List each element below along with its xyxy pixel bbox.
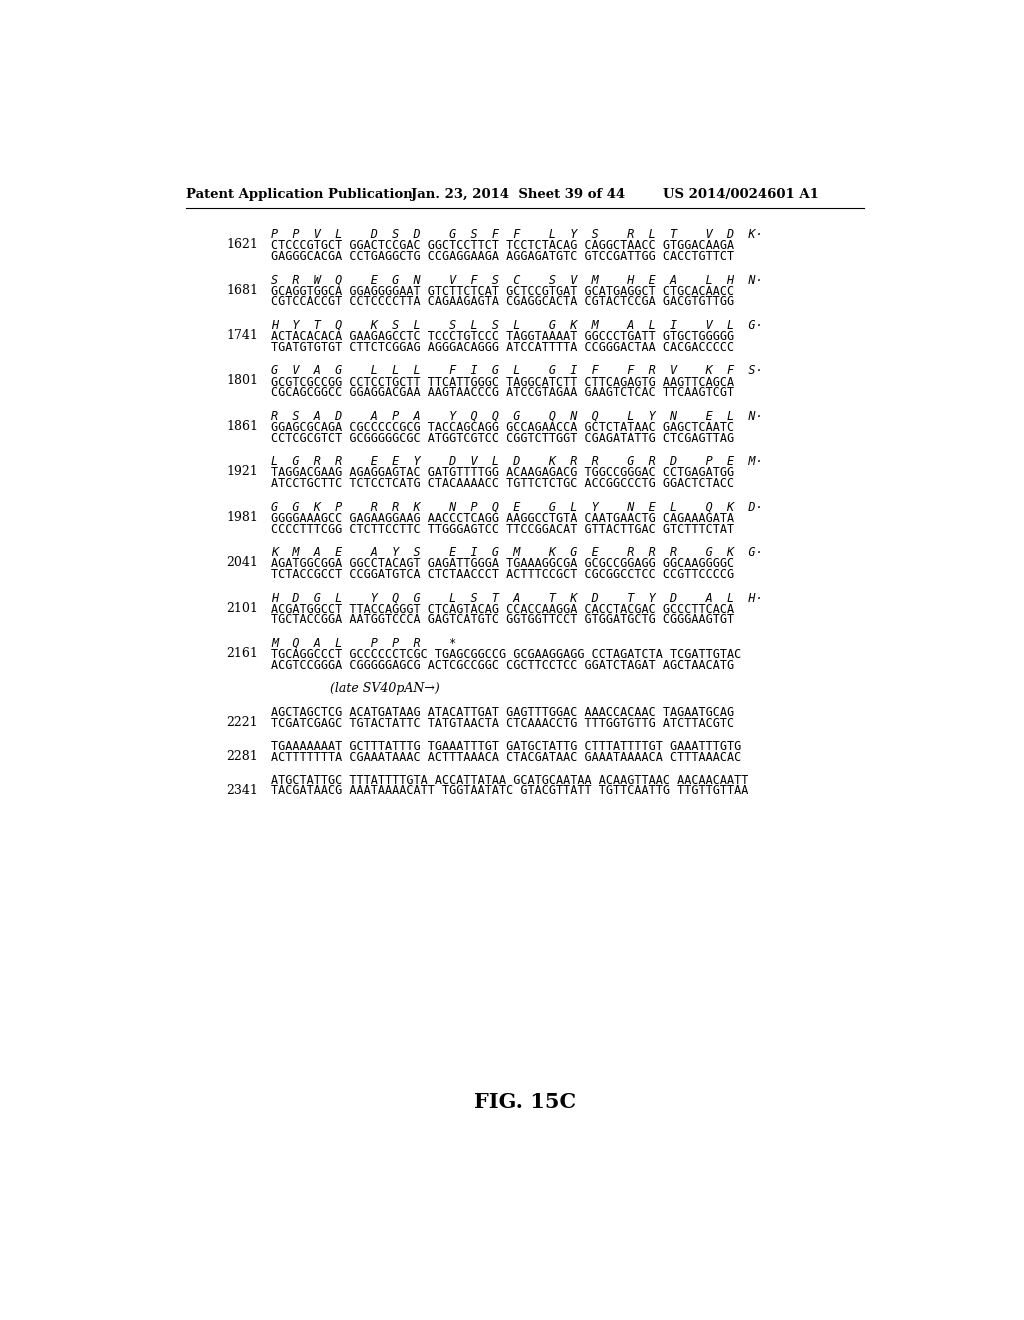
- Text: G  G  K  P    R  R  K    N  P  Q  E    G  L  Y    N  E  L    Q  K  D·: G G K P R R K N P Q E G L Y N E L Q K D·: [271, 500, 763, 513]
- Text: ATGCTATTGC TTTATTTTGTA ACCATTATAA GCATGCAATAA ACAAGTTAAC AACAACAATT: ATGCTATTGC TTTATTTTGTA ACCATTATAA GCATGC…: [271, 774, 749, 787]
- Text: L  G  R  R    E  E  Y    D  V  L  D    K  R  R    G  R  D    P  E  M·: L G R R E E Y D V L D K R R G R D P E M·: [271, 455, 763, 467]
- Text: TGCTACCGGA AATGGTCCCA GAGTCATGTC GGTGGTTCCT GTGGATGCTG CGGGAAGTGT: TGCTACCGGA AATGGTCCCA GAGTCATGTC GGTGGTT…: [271, 614, 734, 627]
- Text: CGTCCACCGT CCTCCCCTTA CAGAAGAGTA CGAGGCACTA CGTACTCCGA GACGTGTTGG: CGTCCACCGT CCTCCCCTTA CAGAAGAGTA CGAGGCA…: [271, 296, 734, 309]
- Text: S  R  W  Q    E  G  N    V  F  S  C    S  V  M    H  E  A    L  H  N·: S R W Q E G N V F S C S V M H E A L H N·: [271, 273, 763, 286]
- Text: GAGGGCACGA CCTGAGGCTG CCGAGGAAGA AGGAGATGTC GTCCGATTGG CACCTGTTCT: GAGGGCACGA CCTGAGGCTG CCGAGGAAGA AGGAGAT…: [271, 249, 734, 263]
- Text: P  P  V  L    D  S  D    G  S  F  F    L  Y  S    R  L  T    V  D  K·: P P V L D S D G S F F L Y S R L T V D K·: [271, 227, 763, 240]
- Text: 1741: 1741: [226, 329, 258, 342]
- Text: 1921: 1921: [226, 465, 258, 478]
- Text: TCGATCGAGC TGTACTATTC TATGTAACTA CTCAAACCTG TTTGGTGTTG ATCTTACGTC: TCGATCGAGC TGTACTATTC TATGTAACTA CTCAAAC…: [271, 717, 734, 730]
- Text: TAGGACGAAG AGAGGAGTAC GATGTTTTGG ACAAGAGACG TGGCCGGGAC CCTGAGATGG: TAGGACGAAG AGAGGAGTAC GATGTTTTGG ACAAGAG…: [271, 466, 734, 479]
- Text: R  S  A  D    A  P  A    Y  Q  Q  G    Q  N  Q    L  Y  N    E  L  N·: R S A D A P A Y Q Q G Q N Q L Y N E L N·: [271, 409, 763, 422]
- Text: 2161: 2161: [226, 647, 258, 660]
- Text: FIG. 15C: FIG. 15C: [474, 1092, 575, 1111]
- Text: (late SV40pAN→): (late SV40pAN→): [330, 682, 439, 696]
- Text: 1681: 1681: [226, 284, 258, 297]
- Text: 2101: 2101: [226, 602, 258, 615]
- Text: H  Y  T  Q    K  S  L    S  L  S  L    G  K  M    A  L  I    V  L  G·: H Y T Q K S L S L S L G K M A L I V L G·: [271, 318, 763, 331]
- Text: TGATGTGTGT CTTCTCGGAG AGGGACAGGG ATCCATTTTA CCGGGACTAA CACGACCCCC: TGATGTGTGT CTTCTCGGAG AGGGACAGGG ATCCATT…: [271, 341, 734, 354]
- Text: H  D  G  L    Y  Q  G    L  S  T  A    T  K  D    T  Y  D    A  L  H·: H D G L Y Q G L S T A T K D T Y D A L H·: [271, 591, 763, 605]
- Text: ACGATGGCCT TTACCAGGGT CTCAGTACAG CCACCAAGGA CACCTACGAC GCCCTTCACA: ACGATGGCCT TTACCAGGGT CTCAGTACAG CCACCAA…: [271, 603, 734, 615]
- Text: M  Q  A  L    P  P  R    *: M Q A L P P R *: [271, 636, 457, 649]
- Text: AGCTAGCTCG ACATGATAAG ATACATTGAT GAGTTTGGAC AAACCACAAC TAGAATGCAG: AGCTAGCTCG ACATGATAAG ATACATTGAT GAGTTTG…: [271, 706, 734, 719]
- Text: Jan. 23, 2014  Sheet 39 of 44: Jan. 23, 2014 Sheet 39 of 44: [411, 187, 625, 201]
- Text: US 2014/0024601 A1: US 2014/0024601 A1: [663, 187, 818, 201]
- Text: 2341: 2341: [226, 784, 258, 797]
- Text: 2041: 2041: [226, 556, 258, 569]
- Text: GGAGCGCAGA CGCCCCCGCG TACCAGCAGG GCCAGAACCA GCTCTATAAC GAGCTCAATC: GGAGCGCAGA CGCCCCCGCG TACCAGCAGG GCCAGAA…: [271, 421, 734, 434]
- Text: ACGTCCGGGA CGGGGGAGCG ACTCGCCGGC CGCTTCCTCC GGATCTAGAT AGCTAACATG: ACGTCCGGGA CGGGGGAGCG ACTCGCCGGC CGCTTCC…: [271, 659, 734, 672]
- Text: 2281: 2281: [226, 750, 258, 763]
- Text: Patent Application Publication: Patent Application Publication: [186, 187, 413, 201]
- Text: TCTACCGCCT CCGGATGTCA CTCTAACCCT ACTTTCCGCT CGCGGCCTCC CCGTTCCCCG: TCTACCGCCT CCGGATGTCA CTCTAACCCT ACTTTCC…: [271, 568, 734, 581]
- Text: 2221: 2221: [226, 717, 258, 730]
- Text: 1621: 1621: [226, 238, 258, 251]
- Text: CGCAGCGGCC GGAGGACGAA AAGTAACCCG ATCCGTAGAA GAAGTCTCAC TTCAAGTCGT: CGCAGCGGCC GGAGGACGAA AAGTAACCCG ATCCGTA…: [271, 387, 734, 400]
- Text: CCCCTTTCGG CTCTTCCTTC TTGGGAGTCC TTCCGGACAT GTTACTTGAC GTCTTTCTAT: CCCCTTTCGG CTCTTCCTTC TTGGGAGTCC TTCCGGA…: [271, 523, 734, 536]
- Text: ACTACACACA GAAGAGCCTC TCCCTGTCCC TAGGTAAAAT GGCCCTGATT GTGCTGGGGG: ACTACACACA GAAGAGCCTC TCCCTGTCCC TAGGTAA…: [271, 330, 734, 343]
- Text: TGCAGGCCCT GCCCCCCTCGC TGAGCGGCCG GCGAAGGAGG CCTAGATCTA TCGATTGTAC: TGCAGGCCCT GCCCCCCTCGC TGAGCGGCCG GCGAAG…: [271, 648, 741, 661]
- Text: ATCCTGCTTC TCTCCTCATG CTACAAAACC TGTTCTCTGC ACCGGCCCTG GGACTCTACC: ATCCTGCTTC TCTCCTCATG CTACAAAACC TGTTCTC…: [271, 478, 734, 490]
- Text: CCTCGCGTCT GCGGGGGCGC ATGGTCGTCC CGGTCTTGGT CGAGATATTG CTCGAGTTAG: CCTCGCGTCT GCGGGGGCGC ATGGTCGTCC CGGTCTT…: [271, 432, 734, 445]
- Text: GCAGGTGGCA GGAGGGGAAT GTCTTCTCAT GCTCCGTGAT GCATGAGGCT CTGCACAACC: GCAGGTGGCA GGAGGGGAAT GTCTTCTCAT GCTCCGT…: [271, 285, 734, 298]
- Text: TACGATAACG AAATAAAACATT TGGTAATATC GTACGTTATT TGTTCAATTG TTGTTGTTAA: TACGATAACG AAATAAAACATT TGGTAATATC GTACG…: [271, 784, 749, 797]
- Text: 1981: 1981: [226, 511, 258, 524]
- Text: TGAAAAAAAT GCTTTATTTG TGAAATTTGT GATGCTATTG CTTTATTTTGT GAAATTTGTG: TGAAAAAAAT GCTTTATTTG TGAAATTTGT GATGCTA…: [271, 739, 741, 752]
- Text: ACTTTTTTTA CGAAATAAAC ACTTTAAACA CTACGATAAC GAAATAAAACA CTTTAAACAC: ACTTTTTTTA CGAAATAAAC ACTTTAAACA CTACGAT…: [271, 751, 741, 763]
- Text: 1861: 1861: [226, 420, 258, 433]
- Text: GCGTCGCCGG CCTCCTGCTT TTCATTGGGC TAGGCATCTT CTTCAGAGTG AAGTTCAGCA: GCGTCGCCGG CCTCCTGCTT TTCATTGGGC TAGGCAT…: [271, 376, 734, 388]
- Text: G  V  A  G    L  L  L    F  I  G  L    G  I  F    F  R  V    K  F  S·: G V A G L L L F I G L G I F F R V K F S·: [271, 364, 763, 378]
- Text: AGATGGCGGA GGCCTACAGT GAGATTGGGA TGAAAGGCGA GCGCCGGAGG GGCAAGGGGC: AGATGGCGGA GGCCTACAGT GAGATTGGGA TGAAAGG…: [271, 557, 734, 570]
- Text: K  M  A  E    A  Y  S    E  I  G  M    K  G  E    R  R  R    G  K  G·: K M A E A Y S E I G M K G E R R R G K G·: [271, 545, 763, 558]
- Text: CTCCCGTGCT GGACTCCGAC GGCTCCTTCT TCCTCTACAG CAGGCTAACC GTGGACAAGA: CTCCCGTGCT GGACTCCGAC GGCTCCTTCT TCCTCTA…: [271, 239, 734, 252]
- Text: GGGGAAAGCC GAGAAGGAAG AACCCTCAGG AAGGCCTGTA CAATGAACTG CAGAAAGATA: GGGGAAAGCC GAGAAGGAAG AACCCTCAGG AAGGCCT…: [271, 512, 734, 525]
- Text: 1801: 1801: [226, 375, 258, 388]
